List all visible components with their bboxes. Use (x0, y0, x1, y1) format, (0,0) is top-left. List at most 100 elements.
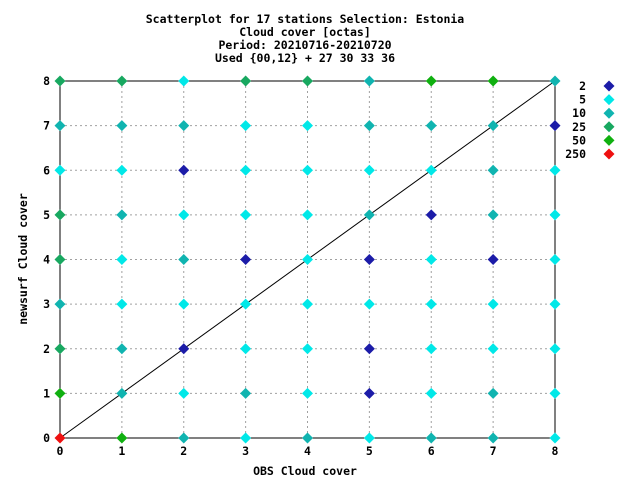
y-tick-label: 4 (43, 253, 50, 267)
data-point (363, 432, 375, 444)
data-point (425, 298, 437, 310)
data-point (240, 120, 252, 132)
x-axis-label: OBS Cloud cover (253, 464, 357, 478)
data-point (116, 432, 128, 444)
legend-marker (603, 121, 615, 133)
data-point (302, 298, 313, 310)
data-point (302, 254, 313, 265)
data-point (425, 120, 437, 132)
data-point (425, 254, 437, 265)
data-point (302, 75, 313, 87)
data-point (116, 387, 128, 399)
data-point (178, 75, 190, 87)
x-tick-label: 3 (242, 444, 249, 458)
title-line-2: Cloud cover [octas] (239, 25, 371, 39)
data-point (425, 209, 437, 221)
data-point (54, 343, 66, 355)
y-tick-label: 0 (43, 431, 50, 445)
data-point (116, 298, 128, 310)
x-tick-label: 7 (490, 444, 497, 458)
data-point (425, 164, 437, 176)
data-point (54, 298, 66, 310)
data-point (240, 387, 252, 399)
data-point (116, 209, 128, 221)
data-point (302, 343, 313, 355)
title-line-4: Used {00,12} + 27 30 33 36 (215, 51, 395, 65)
legend-label: 5 (579, 93, 586, 107)
data-point (240, 254, 252, 265)
y-tick-label: 6 (43, 163, 50, 177)
data-point (549, 254, 561, 265)
data-point (54, 164, 66, 176)
data-point (363, 387, 375, 399)
data-point (487, 209, 499, 221)
data-point (363, 298, 375, 310)
data-point (487, 164, 499, 176)
data-point (178, 164, 190, 176)
y-axis-label: newsurf Cloud cover (16, 193, 30, 325)
data-point (487, 387, 499, 399)
data-point (549, 75, 561, 87)
data-point (549, 209, 561, 221)
data-point (116, 343, 128, 355)
legend-marker (603, 80, 615, 92)
data-point (302, 387, 313, 399)
data-point (54, 209, 66, 221)
x-tick-label: 2 (180, 444, 187, 458)
data-point (54, 120, 66, 132)
y-tick-label: 3 (43, 297, 50, 311)
x-tick-label: 1 (118, 444, 125, 458)
data-point (363, 164, 375, 176)
title-line-1: Scatterplot for 17 stations Selection: E… (146, 12, 465, 26)
legend-label: 50 (572, 133, 586, 147)
data-point (363, 209, 375, 221)
y-tick-label: 7 (43, 119, 50, 133)
x-tick-label: 5 (366, 444, 373, 458)
legend-marker (603, 134, 615, 146)
data-point (54, 432, 66, 444)
data-point (363, 120, 375, 132)
chart-title: Scatterplot for 17 stations Selection: E… (146, 12, 465, 65)
data-point (549, 164, 561, 176)
data-point (54, 75, 66, 87)
x-tick-label: 6 (428, 444, 435, 458)
y-tick-label: 2 (43, 342, 50, 356)
data-point (487, 432, 499, 444)
data-point (54, 254, 66, 265)
legend-label: 250 (565, 147, 586, 161)
data-point (487, 298, 499, 310)
data-point (549, 343, 561, 355)
data-point (178, 343, 190, 355)
data-point (116, 164, 128, 176)
data-point (425, 387, 437, 399)
data-point (487, 75, 499, 87)
title-line-3: Period: 20210716-20210720 (218, 38, 391, 52)
data-point (240, 164, 252, 176)
data-point (178, 254, 190, 265)
data-point (302, 164, 313, 176)
y-tick-label: 8 (43, 74, 50, 88)
data-point (240, 432, 252, 444)
data-point (302, 432, 313, 444)
data-point (363, 343, 375, 355)
data-point (54, 387, 66, 399)
data-point (487, 120, 499, 132)
data-point (487, 254, 499, 265)
legend-marker (603, 94, 615, 106)
data-point (549, 298, 561, 310)
legend-label: 2 (579, 79, 586, 93)
data-point (178, 387, 190, 399)
data-point (116, 120, 128, 132)
data-point (178, 120, 190, 132)
x-tick-label: 4 (304, 444, 311, 458)
data-points (54, 75, 561, 444)
data-point (116, 75, 128, 87)
data-point (178, 432, 190, 444)
data-point (487, 343, 499, 355)
data-point (549, 432, 561, 444)
data-point (425, 432, 437, 444)
data-point (425, 343, 437, 355)
data-point (116, 254, 128, 265)
data-point (178, 209, 190, 221)
